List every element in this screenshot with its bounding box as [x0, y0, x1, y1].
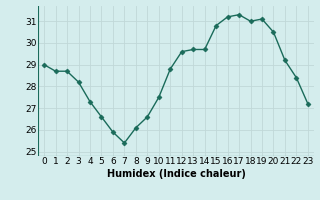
X-axis label: Humidex (Indice chaleur): Humidex (Indice chaleur) [107, 169, 245, 179]
